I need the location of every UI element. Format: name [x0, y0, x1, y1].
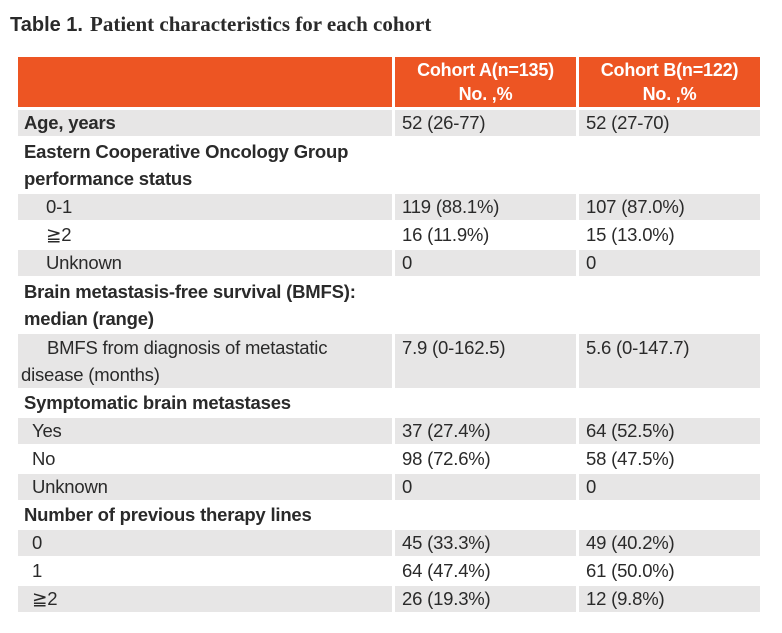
column-header-blank — [18, 57, 392, 107]
table-title-text: Patient characteristics for each cohort — [90, 12, 432, 36]
cohort-b-value — [576, 138, 760, 192]
cohort-b-value: 12 (9.8%) — [576, 586, 760, 612]
cohort-a-subtitle: No. ,% — [458, 84, 513, 104]
table-row: Symptomatic brain metastases — [18, 390, 760, 418]
table-row: Unknown 0 0 — [18, 474, 760, 502]
row-label: Symptomatic brain metastases — [24, 392, 291, 413]
table-row: ≧2 26 (19.3%) 12 (9.8%) — [18, 586, 760, 614]
cohort-a-value: 45 (33.3%) — [392, 530, 576, 556]
row-label: ≧2 — [32, 588, 58, 609]
row-label: Number of previous therapy lines — [24, 504, 312, 525]
column-header-cohort-b: Cohort B(n=122) No. ,% — [576, 57, 760, 107]
cohort-b-value: 0 — [576, 250, 760, 276]
row-label: BMFS from diagnosis of metastatic diseas… — [21, 337, 328, 385]
cohort-a-value — [392, 278, 576, 332]
cohort-b-value: 5.6 (0-147.7) — [576, 334, 760, 388]
row-label: Brain metastasis-free survival (BMFS): m… — [24, 281, 356, 329]
table-row: 1 64 (47.4%) 61 (50.0%) — [18, 558, 760, 586]
cohort-b-value: 0 — [576, 474, 760, 500]
cohort-a-value: 26 (19.3%) — [392, 586, 576, 612]
cohort-a-value: 0 — [392, 474, 576, 500]
cohort-a-value: 37 (27.4%) — [392, 418, 576, 444]
cohort-b-value: 107 (87.0%) — [576, 194, 760, 220]
table-header-row: Cohort A(n=135) No. ,% Cohort B(n=122) N… — [18, 57, 760, 110]
row-label: ≧2 — [46, 224, 72, 245]
table-row: 0 45 (33.3%) 49 (40.2%) — [18, 530, 760, 558]
table-row: Number of previous therapy lines — [18, 502, 760, 530]
row-label: Eastern Cooperative Oncology Group perfo… — [24, 141, 349, 189]
row-label: Yes — [32, 420, 62, 441]
row-label: No — [32, 448, 56, 469]
row-label: 0-1 — [46, 196, 73, 217]
cohort-a-value — [392, 502, 576, 528]
patient-characteristics-table: Cohort A(n=135) No. ,% Cohort B(n=122) N… — [18, 57, 760, 614]
table-title-number: Table 1. — [10, 14, 83, 36]
table-row: Unknown 0 0 — [18, 250, 760, 278]
cohort-b-title: Cohort B(n=122) — [600, 60, 739, 80]
cohort-b-value — [576, 502, 760, 528]
cohort-b-value — [576, 278, 760, 332]
cohort-a-value: 64 (47.4%) — [392, 558, 576, 584]
cohort-a-title: Cohort A(n=135) — [417, 60, 554, 80]
cohort-b-value: 64 (52.5%) — [576, 418, 760, 444]
cohort-b-value: 15 (13.0%) — [576, 222, 760, 248]
table-row: Age, years 52 (26-77) 52 (27-70) — [18, 110, 760, 138]
table-row: Yes 37 (27.4%) 64 (52.5%) — [18, 418, 760, 446]
table-row: ≧2 16 (11.9%) 15 (13.0%) — [18, 222, 760, 250]
column-header-cohort-a: Cohort A(n=135) No. ,% — [392, 57, 576, 107]
cohort-a-value: 119 (88.1%) — [392, 194, 576, 220]
cohort-b-value: 49 (40.2%) — [576, 530, 760, 556]
cohort-b-value: 61 (50.0%) — [576, 558, 760, 584]
row-label: Age, years — [24, 112, 116, 133]
cohort-b-value — [576, 390, 760, 416]
cohort-a-value — [392, 390, 576, 416]
row-label: Unknown — [46, 252, 122, 273]
cohort-a-value: 98 (72.6%) — [392, 446, 576, 472]
table-title: Table 1. Patient characteristics for each… — [10, 9, 431, 42]
cohort-a-value — [392, 138, 576, 192]
cohort-a-value: 7.9 (0-162.5) — [392, 334, 576, 388]
cohort-a-value: 52 (26-77) — [392, 110, 576, 136]
cohort-a-value: 0 — [392, 250, 576, 276]
row-label: 0 — [32, 532, 43, 553]
table-row: BMFS from diagnosis of metastatic diseas… — [18, 334, 760, 390]
table-row: No 98 (72.6%) 58 (47.5%) — [18, 446, 760, 474]
cohort-a-value: 16 (11.9%) — [392, 222, 576, 248]
cohort-b-subtitle: No. ,% — [642, 84, 697, 104]
table-row: Eastern Cooperative Oncology Group perfo… — [18, 138, 760, 194]
table-row: 0-1 119 (88.1%) 107 (87.0%) — [18, 194, 760, 222]
row-label: 1 — [32, 560, 43, 581]
cohort-b-value: 58 (47.5%) — [576, 446, 760, 472]
row-label: Unknown — [32, 476, 108, 497]
cohort-b-value: 52 (27-70) — [576, 110, 760, 136]
table-row: Brain metastasis-free survival (BMFS): m… — [18, 278, 760, 334]
